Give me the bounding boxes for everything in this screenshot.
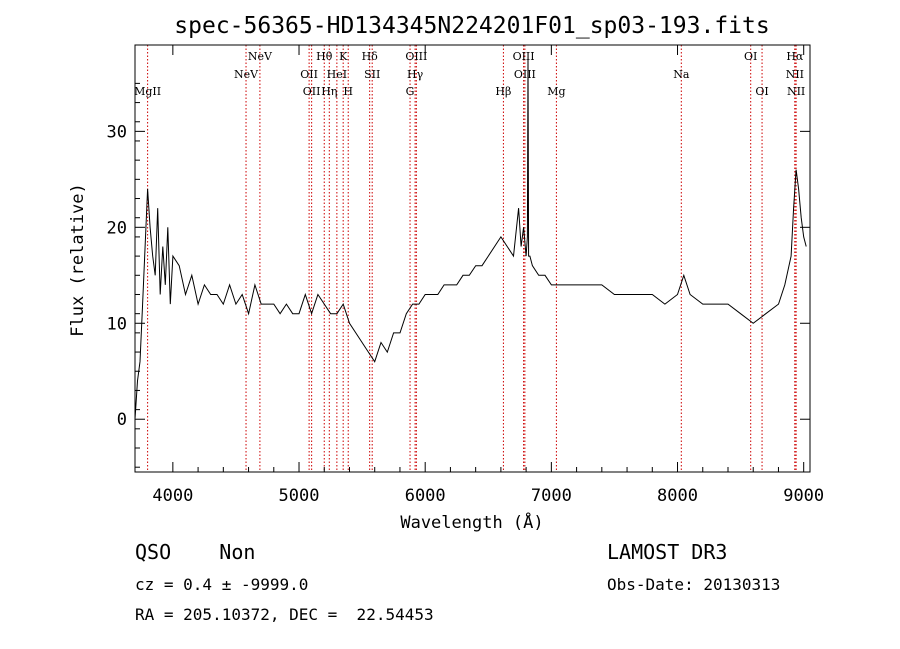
plot-frame (134, 44, 811, 473)
line-label-5: Hθ (316, 50, 333, 63)
object-class: QSO Non (135, 540, 256, 564)
y-axis-label: Flux (relative) (68, 183, 88, 337)
line-label-10: Hδ (362, 50, 379, 63)
survey-name: LAMOST DR3 (607, 540, 728, 564)
line-label-2: NeV (248, 50, 273, 63)
line-label-1: NeV (234, 68, 259, 81)
line-label-21: OI (755, 85, 768, 98)
line-label-18: Mg (547, 85, 565, 98)
line-label-9: H (343, 85, 353, 98)
line-label-4: OII (303, 85, 321, 98)
ra-dec-text: RA = 205.10372, DEC = 22.54453 (135, 605, 434, 624)
emission-line-markers (147, 45, 797, 472)
x-tick-label-4: 8000 (657, 486, 698, 506)
line-label-14: G (406, 85, 415, 98)
line-label-6: Hη (321, 85, 337, 98)
y-tick-label-3: 30 (107, 122, 127, 142)
line-label-15: Hβ (495, 85, 511, 98)
x-axis-label: Wavelength (Å) (400, 511, 543, 533)
line-label-3: OII (300, 68, 318, 81)
line-label-17: OIII (514, 68, 536, 81)
redshift-text: cz = 0.4 ± -9999.0 (135, 575, 309, 594)
line-label-16: OIII (513, 50, 535, 63)
line-label-20: OI (744, 50, 757, 63)
line-label-0: MgII (134, 85, 161, 98)
x-tick-label-3: 7000 (531, 486, 572, 506)
y-tick-label-1: 10 (107, 314, 127, 334)
y-tick-label-0: 0 (117, 410, 127, 430)
line-label-22: Hα (786, 50, 804, 63)
x-axis-ticks: 4000 5000 6000 7000 8000 9000 (152, 45, 824, 506)
line-label-23: NII (786, 68, 804, 81)
x-tick-label-1: 5000 (279, 486, 320, 506)
line-label-13: Hγ (407, 68, 424, 81)
x-tick-label-0: 4000 (152, 486, 193, 506)
x-tick-label-2: 6000 (405, 486, 446, 506)
line-label-7: HeI (327, 68, 347, 81)
chart-title: spec-56365-HD134345N224201F01_sp03-193.f… (174, 13, 769, 39)
spectrum-series-line (134, 54, 807, 420)
line-label-19: Na (673, 68, 690, 81)
line-label-24: NII (787, 85, 805, 98)
obs-date-text: Obs-Date: 20130313 (607, 575, 781, 594)
x-tick-label-5: 9000 (783, 486, 824, 506)
y-tick-label-2: 20 (107, 218, 127, 238)
line-label-8: K (339, 50, 348, 63)
y-axis-ticks: 0 10 20 30 (107, 82, 810, 468)
line-label-12: OIII (405, 50, 427, 63)
line-label-11: SII (364, 68, 380, 81)
